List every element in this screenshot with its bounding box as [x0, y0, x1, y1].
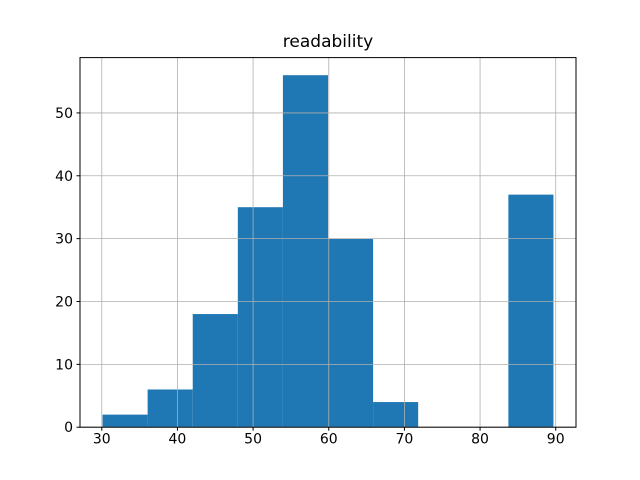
y-tick-label: 40 [55, 169, 73, 185]
histogram-bar [373, 402, 419, 428]
y-tick-label: 20 [55, 294, 73, 310]
histogram-bar [508, 194, 554, 428]
x-tick-label: 60 [320, 432, 338, 448]
histogram-bar [328, 238, 374, 428]
x-tick-label: 30 [93, 432, 111, 448]
x-tick-label: 90 [547, 432, 565, 448]
histogram-bar [102, 414, 148, 428]
y-tick-label: 10 [55, 357, 73, 373]
x-tick-label: 80 [471, 432, 489, 448]
x-tick-label: 50 [244, 432, 262, 448]
histogram-bar [237, 207, 283, 428]
x-tick-label: 70 [395, 432, 413, 448]
histogram-bar [192, 314, 238, 428]
y-tick-label: 30 [55, 232, 73, 248]
chart-title: readability [282, 32, 374, 52]
histogram-bar [282, 75, 328, 428]
y-tick-label: 0 [64, 420, 73, 436]
x-tick-label: 40 [169, 432, 187, 448]
histogram-bar [147, 389, 193, 428]
plot-border [79, 57, 577, 428]
y-tick-label: 50 [55, 106, 73, 122]
